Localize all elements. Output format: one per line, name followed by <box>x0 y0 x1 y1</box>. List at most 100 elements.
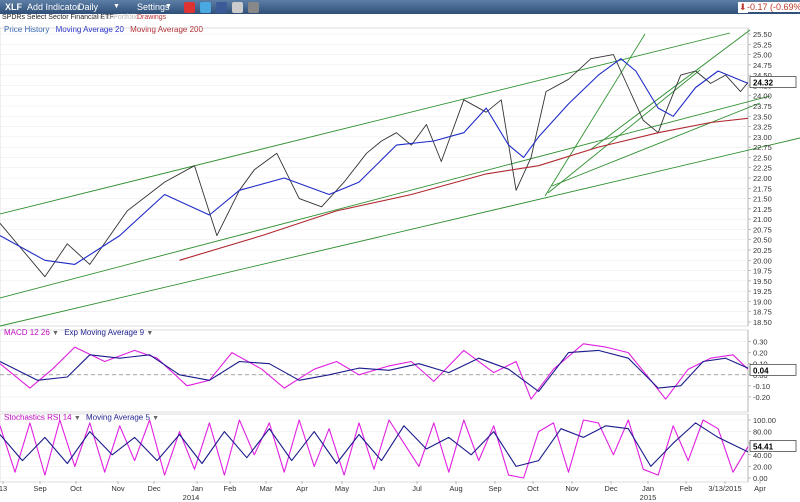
y-tick-label: 21.00 <box>753 215 772 224</box>
legend-stoch[interactable]: Stochastics RSI 14 <box>4 413 72 422</box>
x-tick-label: Oct <box>70 484 83 493</box>
y-tick-label: 19.25 <box>753 287 772 296</box>
last-value-label: 24.32 <box>753 79 774 88</box>
y-tick-label: -0.20 <box>753 393 770 402</box>
trendline <box>0 95 771 299</box>
trendline <box>589 29 751 151</box>
x-tick-label: May <box>335 484 349 493</box>
stoch-legend: Stochastics RSI 14 ▼ Moving Average 5 ▼ <box>4 413 159 422</box>
y-tick-label: 22.75 <box>753 143 772 152</box>
symbol-label[interactable]: XLF <box>5 2 22 12</box>
y-tick-label: 25.50 <box>753 30 772 39</box>
x-tick-label: Dec <box>147 484 161 493</box>
panel-frame <box>0 329 749 413</box>
y-tick-label: 21.75 <box>753 184 772 193</box>
period-dropdown[interactable]: Daily <box>78 2 99 12</box>
top-toolbar: XLF Add Indicator Daily ▼ Settings ▼ ⬇ -… <box>0 0 800 14</box>
x-tick-label: Nov <box>565 484 579 493</box>
settings-chevron-icon[interactable]: ▼ <box>165 3 172 10</box>
series-line <box>0 343 749 400</box>
twitter-icon[interactable] <box>200 2 211 13</box>
y-tick-label: 19.00 <box>753 297 772 306</box>
y-tick-label: 18.75 <box>753 308 772 317</box>
period-chevron-icon[interactable]: ▼ <box>113 3 120 10</box>
y-tick-label: 24.00 <box>753 92 772 101</box>
y-tick-label: 23.00 <box>753 133 772 142</box>
x-tick-label: Dec <box>604 484 618 493</box>
x-tick-label: Jul <box>412 484 422 493</box>
subheader: SPDRs Select Sector Financial ETF Add to… <box>0 14 800 23</box>
y-tick-label: 22.00 <box>753 174 772 183</box>
print-icon[interactable] <box>248 2 259 13</box>
add-indicator-button[interactable]: Add Indicator <box>27 2 81 12</box>
x-tick-label: Nov <box>111 484 125 493</box>
x-tick-label: 13 <box>0 484 7 493</box>
y-tick-label: 20.00 <box>753 462 772 471</box>
last-value-label: 54.41 <box>753 442 774 451</box>
y-tick-label: 24.75 <box>753 61 772 70</box>
x-year-label: 2015 <box>640 493 657 502</box>
legend-ema-chevron-icon[interactable]: ▼ <box>146 330 154 337</box>
y-tick-label: 21.25 <box>753 205 772 214</box>
legend-stoch-ma-chevron-icon[interactable]: ▼ <box>152 415 160 422</box>
y-tick-label: 20.75 <box>753 225 772 234</box>
trendline <box>544 33 646 197</box>
x-tick-label: Aug <box>449 484 462 493</box>
change-down-icon: ⬇ <box>738 2 748 13</box>
y-tick-label: 20.25 <box>753 246 772 255</box>
email-icon[interactable] <box>232 2 243 13</box>
y-tick-label: 40.00 <box>753 451 772 460</box>
legend-ma20[interactable]: Moving Average 20 <box>55 25 124 34</box>
legend-stoch-ma[interactable]: Moving Average 5 <box>86 413 150 422</box>
trendline <box>551 102 761 187</box>
legend-ma200[interactable]: Moving Average 200 <box>130 25 203 34</box>
x-tick-label: Jun <box>373 484 385 493</box>
legend-macd[interactable]: MACD 12 26 <box>4 328 50 337</box>
drawings-link[interactable]: Drawings <box>137 14 167 21</box>
y-tick-label: 19.75 <box>753 267 772 276</box>
y-tick-label: 19.50 <box>753 277 772 286</box>
add-portfolio-link[interactable]: Add to Portfolio <box>91 14 139 21</box>
settings-button[interactable]: Settings <box>137 2 170 12</box>
y-tick-label: 21.50 <box>753 195 772 204</box>
series-line <box>0 58 749 265</box>
price-legend: Price History Moving Average 20 Moving A… <box>4 25 203 34</box>
legend-price-history[interactable]: Price History <box>4 25 50 34</box>
legend-stoch-chevron-icon[interactable]: ▼ <box>73 415 81 422</box>
y-tick-label: 22.50 <box>753 153 772 162</box>
y-tick-label: 0.20 <box>753 349 768 358</box>
trendline <box>0 137 800 327</box>
legend-macd-chevron-icon[interactable]: ▼ <box>52 330 59 337</box>
ruler-icon[interactable] <box>184 2 195 13</box>
x-tick-label: Jan <box>191 484 203 493</box>
y-tick-label: 25.25 <box>753 40 772 49</box>
facebook-icon[interactable] <box>216 2 227 13</box>
series-line <box>0 349 749 392</box>
y-tick-label: 0.00 <box>753 474 768 483</box>
x-tick-label: Apr <box>296 484 308 493</box>
instrument-name: SPDRs Select Sector Financial ETF <box>2 14 114 21</box>
series-line <box>0 422 749 467</box>
x-tick-label: 3/13/2015 <box>708 484 741 493</box>
trendline-drawings <box>0 29 800 327</box>
last-value-box <box>749 76 797 88</box>
y-tick-label: 20.00 <box>753 256 772 265</box>
y-tick-label: 20.50 <box>753 236 772 245</box>
x-tick-label: Apr <box>754 484 766 493</box>
y-tick-label: 100.00 <box>753 416 776 425</box>
x-tick-label: Feb <box>224 484 237 493</box>
x-year-label: 2014 <box>183 493 200 502</box>
y-tick-label: 23.75 <box>753 102 772 111</box>
y-tick-label: 24.50 <box>753 71 772 80</box>
last-value-label: 0.04 <box>753 366 769 375</box>
macd-legend: MACD 12 26 ▼ Exp Moving Average 9 ▼ <box>4 328 153 337</box>
x-tick-label: Feb <box>680 484 693 493</box>
x-tick-label: Oct <box>527 484 540 493</box>
series-line <box>0 54 749 278</box>
y-tick-label: 80.00 <box>753 428 772 437</box>
legend-macd-ema[interactable]: Exp Moving Average 9 <box>64 328 145 337</box>
x-tick-label: Mar <box>260 484 273 493</box>
series-line <box>179 117 749 261</box>
y-tick-label: 22.25 <box>753 164 772 173</box>
